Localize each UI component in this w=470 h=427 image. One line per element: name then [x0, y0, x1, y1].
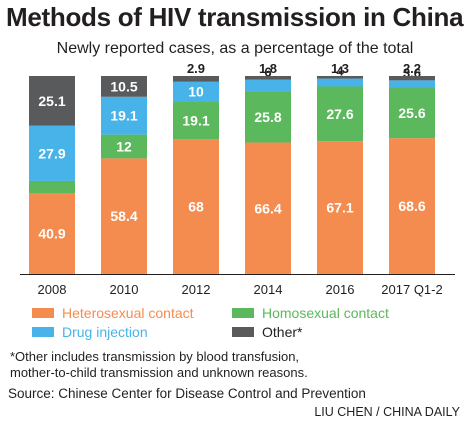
- value-label-heterosexual-2016: 67.1: [326, 200, 353, 216]
- chart-title: Methods of HIV transmission in China: [6, 2, 464, 32]
- value-label-homosexual-2012: 19.1: [182, 112, 209, 128]
- value-label-homosexual-2017-Q1-2: 25.6: [398, 105, 425, 121]
- bar-segment-drug-2012: [173, 81, 219, 102]
- value-label-homosexual-2016: 27.6: [326, 106, 353, 122]
- bar-segment-drug-2017-Q1-2: [389, 80, 435, 88]
- value-label-homosexual-2010: 12: [116, 138, 132, 154]
- bar-segment-heterosexual-2014: [245, 142, 291, 274]
- value-label-drug-2016: 4: [336, 64, 344, 79]
- bar-segment-heterosexual-2016: [317, 141, 363, 274]
- legend-swatch-drug: [32, 327, 54, 337]
- bar-segment-homosexual-2008: [29, 180, 75, 194]
- bar-segment-heterosexual-2012: [173, 139, 219, 274]
- legend-item-homosexual: Homosexual contact: [232, 305, 389, 321]
- value-label-drug-2008: 27.9: [38, 145, 65, 161]
- bar-segment-drug-2014: [245, 79, 291, 92]
- value-label-other-2010: 10.5: [110, 78, 137, 94]
- bar-segment-heterosexual-2017-Q1-2: [389, 138, 435, 274]
- value-label-heterosexual-2010: 58.4: [110, 208, 137, 224]
- bar-segment-heterosexual-2010: [101, 158, 147, 274]
- legend-label-other: Other*: [262, 324, 303, 340]
- legend-item-heterosexual: Heterosexual contact: [32, 305, 194, 321]
- value-label-other-2017-Q1-2: 2.2: [403, 62, 421, 76]
- value-label-homosexual-2014: 25.8: [254, 109, 281, 125]
- source-line: Source: Chinese Center for Disease Contr…: [8, 386, 366, 401]
- bar-segment-other-2014: [245, 76, 291, 80]
- value-label-heterosexual-2008: 40.9: [38, 226, 65, 242]
- value-label-heterosexual-2017-Q1-2: 68.6: [398, 198, 425, 214]
- value-label-drug-2012: 10: [188, 84, 204, 100]
- bar-segment-drug-2016: [317, 78, 363, 87]
- bar-segment-homosexual-2017-Q1-2: [389, 87, 435, 139]
- bar-segment-homosexual-2016: [317, 86, 363, 142]
- footnote-text: *Other includes transmission by blood tr…: [10, 349, 308, 380]
- bar-segment-other-2016: [317, 76, 363, 79]
- bar-segment-other-2008: [29, 76, 75, 126]
- value-label-heterosexual-2012: 68: [188, 199, 204, 215]
- bar-segment-drug-2010: [101, 96, 147, 135]
- value-label-drug-2010: 19.1: [110, 108, 137, 124]
- bar-segment-homosexual-2010: [101, 134, 147, 159]
- bar-segment-other-2017-Q1-2: [389, 76, 435, 81]
- footnote: *Other includes transmission by blood tr…: [10, 349, 340, 381]
- category-label-2012: 2012: [182, 282, 211, 297]
- legend-swatch-homosexual: [232, 308, 254, 318]
- value-label-other-2012: 2.9: [187, 62, 205, 76]
- category-label-2008: 2008: [38, 282, 67, 297]
- bar-segment-drug-2008: [29, 125, 75, 181]
- value-label-heterosexual-2014: 66.4: [254, 200, 281, 216]
- legend-item-other: Other*: [232, 324, 302, 340]
- category-label-2017-Q1-2: 2017 Q1-2: [381, 282, 442, 297]
- bar-segment-other-2010: [101, 76, 147, 97]
- legend-label-drug: Drug injection: [62, 324, 148, 340]
- chart-subtitle: Newly reported cases, as a percentage of…: [56, 40, 414, 57]
- category-label-2016: 2016: [326, 282, 355, 297]
- legend: Heterosexual contact Homosexual contact …: [0, 305, 470, 345]
- bar-segment-heterosexual-2008: [29, 193, 75, 274]
- legend-label-homosexual: Homosexual contact: [262, 305, 389, 321]
- bar-segment-homosexual-2012: [173, 101, 219, 140]
- legend-item-drug: Drug injection: [32, 324, 148, 340]
- value-label-other-2016: 1.3: [331, 62, 349, 76]
- category-label-2010: 2010: [110, 282, 139, 297]
- legend-swatch-heterosexual: [32, 308, 54, 318]
- value-label-drug-2014: 6: [264, 65, 271, 80]
- credit-line: LIU CHEN / CHINA DAILY: [314, 405, 460, 419]
- legend-swatch-other: [232, 327, 254, 337]
- value-label-other-2014: 1.8: [259, 62, 277, 76]
- stacked-bar-chart: 40.96.127.925.1200858.41219.110.52010681…: [20, 62, 455, 297]
- value-label-other-2008: 25.1: [38, 93, 65, 109]
- category-label-2014: 2014: [254, 282, 283, 297]
- legend-label-heterosexual: Heterosexual contact: [62, 305, 194, 321]
- bar-segment-other-2012: [173, 76, 219, 82]
- bar-segment-homosexual-2014: [245, 91, 291, 143]
